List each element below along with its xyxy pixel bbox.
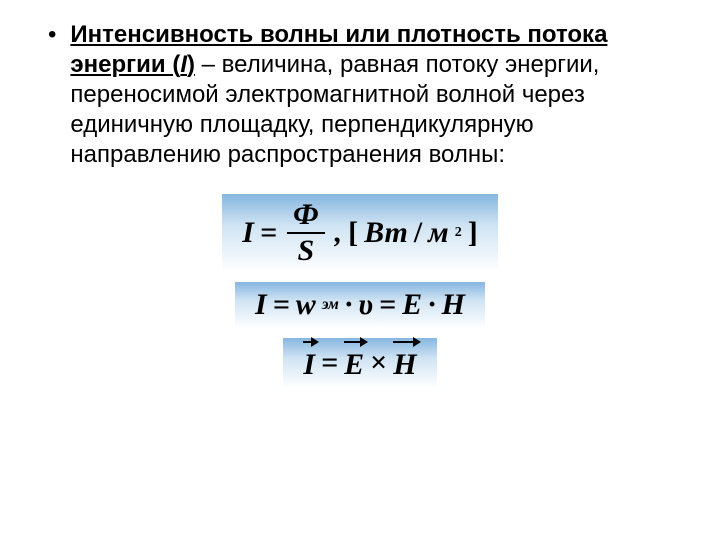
f3-H: H bbox=[393, 348, 416, 381]
f2-wsub: эм bbox=[322, 296, 339, 314]
formula-1: I = Ф S , [Вт / м2] bbox=[222, 194, 497, 272]
term-symbol: I bbox=[180, 51, 187, 78]
f3-E: E bbox=[344, 348, 364, 381]
f2-eq2: = bbox=[379, 288, 396, 322]
f1-unit-w: Вт bbox=[364, 216, 408, 250]
f3-E-vec: E bbox=[344, 344, 364, 382]
f2-w: w bbox=[296, 288, 316, 322]
f1-lhs: I bbox=[242, 216, 254, 250]
f1-unit-open: [ bbox=[348, 216, 358, 250]
f2-dot1: · bbox=[345, 288, 353, 322]
f3-cross: × bbox=[370, 346, 387, 380]
f3-I: I bbox=[303, 348, 315, 381]
term-close: ) bbox=[187, 51, 195, 78]
f2-eq1: = bbox=[273, 288, 290, 322]
f3-I-vec: I bbox=[303, 344, 315, 382]
f1-comma: , bbox=[335, 216, 343, 250]
f3-eq: = bbox=[321, 346, 338, 380]
formula-2: I = wэм · υ = E · H bbox=[235, 282, 485, 328]
f1-num: Ф bbox=[287, 200, 325, 230]
bullet: • bbox=[48, 20, 56, 50]
f2-H: H bbox=[442, 288, 465, 322]
f2-E: E bbox=[402, 288, 422, 322]
f1-unit-m: м bbox=[428, 216, 449, 250]
f1-fraction: Ф S bbox=[287, 200, 325, 266]
f1-unit-close: ] bbox=[468, 216, 478, 250]
definition-block: • Интенсивность волны или плотность пото… bbox=[40, 20, 680, 170]
f2-v: υ bbox=[358, 288, 373, 322]
f3-H-vec: H bbox=[393, 344, 416, 382]
f1-eq: = bbox=[260, 216, 277, 250]
f1-unit-exp: 2 bbox=[455, 225, 462, 241]
formulas-container: I = Ф S , [Вт / м2] I = wэм · υ = E · bbox=[40, 194, 680, 388]
f1-den: S bbox=[291, 236, 320, 266]
f2-lhs: I bbox=[255, 288, 267, 322]
definition-text: Интенсивность волны или плотность потока… bbox=[70, 20, 680, 170]
f2-dot2: · bbox=[428, 288, 436, 322]
f1-unit-slash: / bbox=[414, 216, 422, 250]
formula-3: I = E × H bbox=[283, 338, 436, 388]
